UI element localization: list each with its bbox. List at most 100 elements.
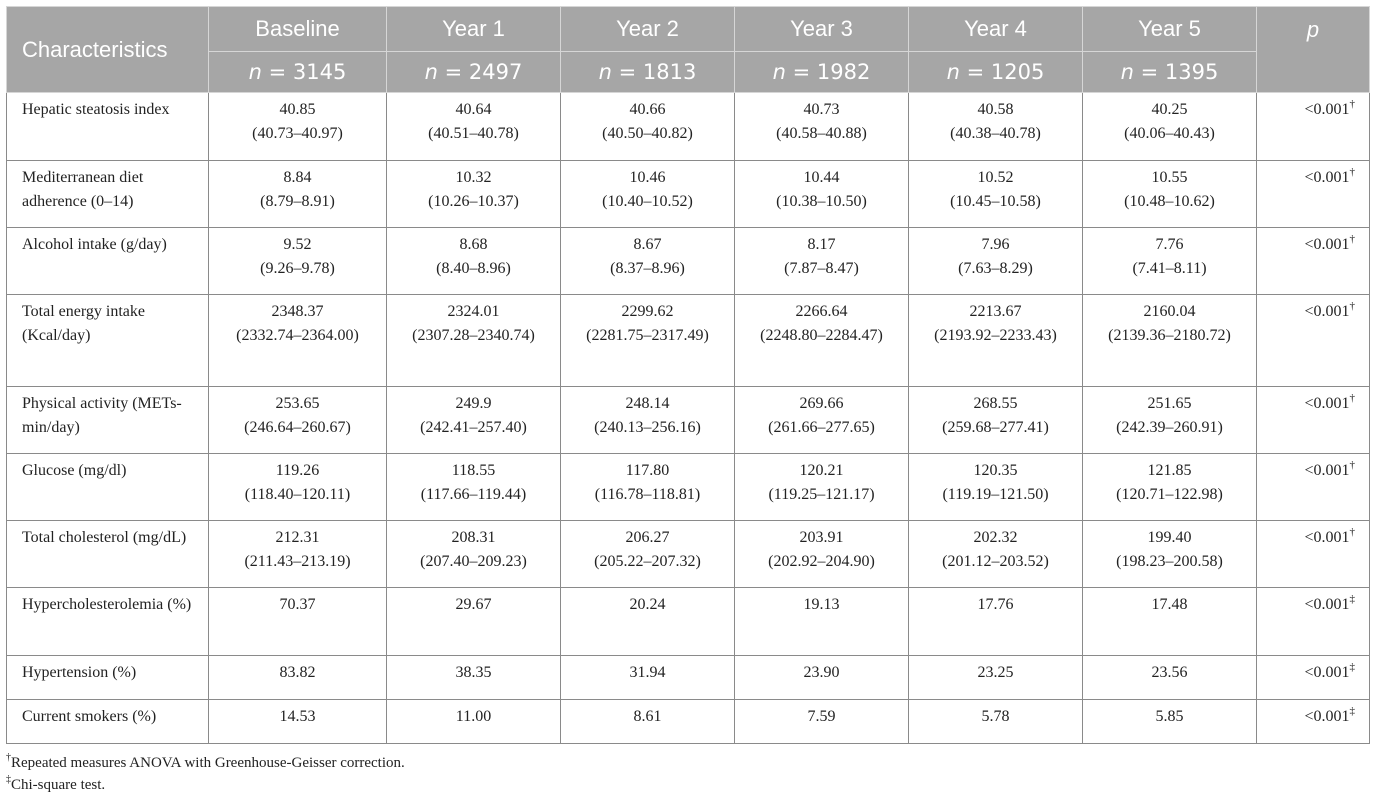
cell-value: 8.68 bbox=[459, 236, 488, 253]
cell-ci: (259.68–277.41) bbox=[942, 419, 1049, 436]
data-cell: 269.66 (261.66–277.65) bbox=[734, 386, 909, 454]
cell-ci: (117.66–119.44) bbox=[420, 486, 527, 503]
cell-value: 8.84 bbox=[283, 169, 312, 186]
cell-value: 23.56 bbox=[1151, 664, 1188, 681]
cell-ci: (201.12–203.52) bbox=[942, 553, 1049, 570]
cell-value: 269.66 bbox=[799, 395, 844, 412]
cell-value: 7.76 bbox=[1155, 236, 1184, 253]
cell-value: 2348.37 bbox=[271, 303, 324, 320]
cell-value: 9.52 bbox=[283, 236, 312, 253]
table-row: Mediterranean diet adherence (0–14) 8.84 (… bbox=[6, 160, 1370, 228]
cell-ci: (10.26–10.37) bbox=[428, 193, 519, 210]
p-value-cell: <0.001† bbox=[1256, 160, 1370, 228]
cell-ci: (119.25–121.17) bbox=[768, 486, 875, 503]
data-cell: 203.91 (202.92–204.90) bbox=[734, 520, 909, 588]
cell-value: 117.80 bbox=[625, 462, 670, 479]
cell-value: 8.61 bbox=[633, 708, 662, 725]
p-value: <0.001 bbox=[1304, 529, 1350, 546]
table-container: Characteristics Baseline Year 1 Year 2 Y… bbox=[6, 6, 1370, 796]
cell-value: 19.13 bbox=[803, 596, 840, 613]
cell-value: 208.31 bbox=[451, 529, 496, 546]
cell-value: 199.40 bbox=[1147, 529, 1192, 546]
cell-value: 120.21 bbox=[799, 462, 844, 479]
table-row: Total cholesterol (mg/dL) 212.31 (211.43–2… bbox=[6, 520, 1370, 588]
data-cell: 2324.01 (2307.28–2340.74) bbox=[386, 294, 561, 387]
footnote: †Repeated measures ANOVA with Greenhouse… bbox=[6, 752, 405, 772]
cell-value: 121.85 bbox=[1147, 462, 1192, 479]
table-row: Physical activity (METs-min/day) 253.65 (2… bbox=[6, 386, 1370, 454]
data-cell: 7.59 bbox=[734, 699, 909, 744]
header-col-label: Year 2 bbox=[560, 6, 735, 52]
table-row: Current smokers (%) 14.53 11.00 8.61 7.59 5.7… bbox=[6, 699, 1370, 744]
p-value: <0.001 bbox=[1304, 395, 1350, 412]
table-body: Hepatic steatosis index 40.85 (40.73–40.97… bbox=[6, 92, 1370, 744]
data-cell: 31.94 bbox=[560, 655, 735, 700]
cell-value: 40.25 bbox=[1151, 101, 1188, 118]
cell-value: 40.58 bbox=[977, 101, 1014, 118]
data-cell: 40.73 (40.58–40.88) bbox=[734, 92, 909, 161]
data-cell: 40.64 (40.51–40.78) bbox=[386, 92, 561, 161]
cell-value: 5.78 bbox=[981, 708, 1010, 725]
cell-value: 83.82 bbox=[279, 664, 316, 681]
cell-value: 202.32 bbox=[973, 529, 1018, 546]
cell-ci: (40.51–40.78) bbox=[428, 125, 519, 142]
p-value-cell: <0.001† bbox=[1256, 92, 1370, 161]
cell-ci: (10.40–10.52) bbox=[602, 193, 693, 210]
header-col-label: Year 1 bbox=[386, 6, 561, 52]
cell-value: 17.76 bbox=[977, 596, 1014, 613]
data-cell: 2299.62 (2281.75–2317.49) bbox=[560, 294, 735, 387]
table-row: Alcohol intake (g/day) 9.52 (9.26–9.78) 8.6… bbox=[6, 227, 1370, 295]
data-cell: 8.17 (7.87–8.47) bbox=[734, 227, 909, 295]
cell-ci: (2139.36–2180.72) bbox=[1108, 327, 1231, 344]
cell-value: 23.25 bbox=[977, 664, 1014, 681]
cell-ci: (116.78–118.81) bbox=[594, 486, 701, 503]
data-cell: 2348.37 (2332.74–2364.00) bbox=[208, 294, 387, 387]
p-value-cell: <0.001‡ bbox=[1256, 587, 1370, 656]
cell-ci: (2281.75–2317.49) bbox=[586, 327, 709, 344]
data-cell: 120.35 (119.19–121.50) bbox=[908, 453, 1083, 521]
data-cell: 29.67 bbox=[386, 587, 561, 656]
cell-value: 40.73 bbox=[803, 101, 840, 118]
cell-value: 8.67 bbox=[633, 236, 662, 253]
cell-value: 7.96 bbox=[981, 236, 1010, 253]
table-row: Hepatic steatosis index 40.85 (40.73–40.97… bbox=[6, 92, 1370, 161]
cell-value: 118.55 bbox=[451, 462, 496, 479]
cell-value: 8.17 bbox=[807, 236, 836, 253]
p-value-mark: † bbox=[1349, 97, 1356, 110]
data-cell: 253.65 (246.64–260.67) bbox=[208, 386, 387, 454]
data-cell: 5.85 bbox=[1082, 699, 1257, 744]
cell-ci: (10.38–10.50) bbox=[776, 193, 867, 210]
data-cell: 8.67 (8.37–8.96) bbox=[560, 227, 735, 295]
data-cell: 17.48 bbox=[1082, 587, 1257, 656]
p-value: <0.001 bbox=[1304, 664, 1350, 681]
cell-value: 40.66 bbox=[629, 101, 666, 118]
p-value-mark: ‡ bbox=[1349, 660, 1356, 673]
data-cell: 2213.67 (2193.92–2233.43) bbox=[908, 294, 1083, 387]
p-value-mark: † bbox=[1349, 165, 1356, 178]
cell-ci: (118.40–120.11) bbox=[244, 486, 351, 503]
data-cell: 38.35 bbox=[386, 655, 561, 700]
cell-ci: (2332.74–2364.00) bbox=[236, 327, 359, 344]
row-label: Glucose (mg/dl) bbox=[6, 453, 209, 521]
cell-ci: (7.63–8.29) bbox=[958, 260, 1033, 277]
cell-value: 248.14 bbox=[625, 395, 670, 412]
cell-ci: (2248.80–2284.47) bbox=[760, 327, 883, 344]
cell-ci: (120.71–122.98) bbox=[1116, 486, 1223, 503]
cell-ci: (198.23–200.58) bbox=[1116, 553, 1223, 570]
header-col-label: Year 3 bbox=[734, 6, 909, 52]
p-value: <0.001 bbox=[1304, 303, 1350, 320]
p-value: <0.001 bbox=[1304, 169, 1350, 186]
cell-value: 2266.64 bbox=[795, 303, 848, 320]
cell-ci: (202.92–204.90) bbox=[768, 553, 875, 570]
cell-value: 14.53 bbox=[279, 708, 316, 725]
p-value-cell: <0.001† bbox=[1256, 294, 1370, 387]
p-value-mark: † bbox=[1349, 525, 1356, 538]
cell-value: 31.94 bbox=[629, 664, 666, 681]
header-n: n = 1813 bbox=[560, 51, 735, 93]
cell-ci: (9.26–9.78) bbox=[260, 260, 335, 277]
p-value: <0.001 bbox=[1304, 708, 1350, 725]
p-value-cell: <0.001† bbox=[1256, 386, 1370, 454]
cell-value: 2160.04 bbox=[1143, 303, 1196, 320]
cell-ci: (8.79–8.91) bbox=[260, 193, 335, 210]
cell-ci: (40.06–40.43) bbox=[1124, 125, 1215, 142]
